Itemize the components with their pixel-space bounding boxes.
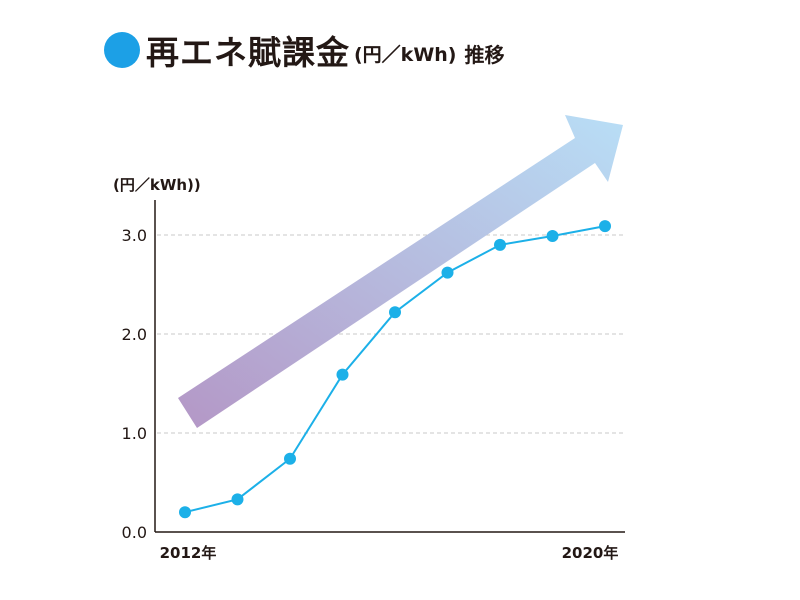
chart-title: 再エネ賦課金 (円／kWh) 推移 (104, 26, 505, 74)
x-tick-label: 2012年 (160, 544, 217, 562)
y-tick-label: 3.0 (122, 226, 147, 245)
title-suffix: 推移 (464, 42, 505, 67)
x-tick-label: 2020年 (562, 544, 619, 562)
data-point (494, 238, 506, 251)
data-point (599, 220, 611, 233)
data-point (336, 368, 349, 381)
data-point (231, 493, 244, 506)
y-tick-label: 2.0 (122, 325, 147, 344)
data-point (179, 506, 191, 519)
y-tick-label: 0.0 (122, 523, 147, 542)
data-point (441, 266, 454, 279)
trend-arrow (178, 115, 623, 428)
y-axis-label: (円／kWh)) (113, 176, 201, 194)
data-point (284, 452, 296, 465)
data-point (389, 306, 401, 319)
data-point (546, 229, 559, 242)
title-unit: (円／kWh) (354, 43, 457, 66)
title-main: 再エネ賦課金 (146, 33, 350, 72)
bullet-icon (104, 32, 140, 68)
y-tick-label: 1.0 (122, 424, 147, 443)
